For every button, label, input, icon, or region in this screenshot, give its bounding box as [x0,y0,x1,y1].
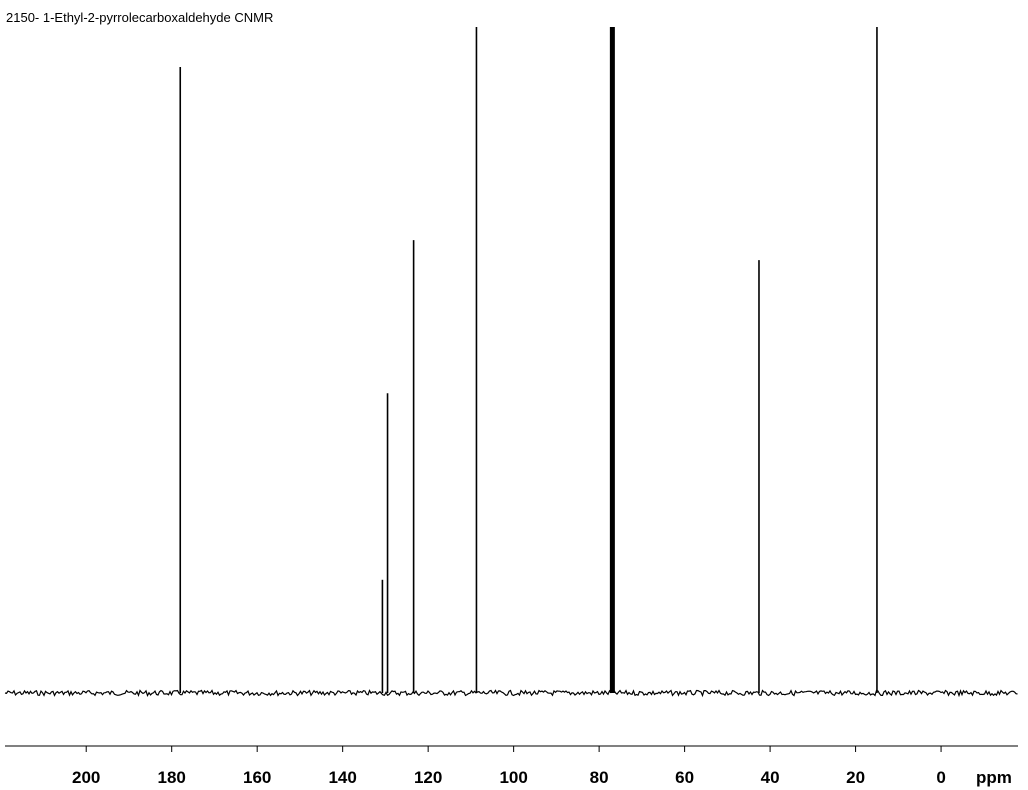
x-tick-label: 180 [158,768,186,787]
x-tick-label: 0 [936,768,945,787]
x-tick-label: 100 [499,768,527,787]
x-axis-label: ppm [976,768,1012,787]
chart-title: 2150- 1-Ethyl-2-pyrrolecarboxaldehyde CN… [6,10,273,25]
x-tick-label: 20 [846,768,865,787]
x-tick-label: 160 [243,768,271,787]
x-tick-label: 40 [761,768,780,787]
x-tick-label: 120 [414,768,442,787]
x-tick-label: 60 [675,768,694,787]
x-tick-label: 80 [590,768,609,787]
x-tick-label: 140 [328,768,356,787]
baseline-noise [4,689,1018,698]
x-tick-label: 200 [72,768,100,787]
